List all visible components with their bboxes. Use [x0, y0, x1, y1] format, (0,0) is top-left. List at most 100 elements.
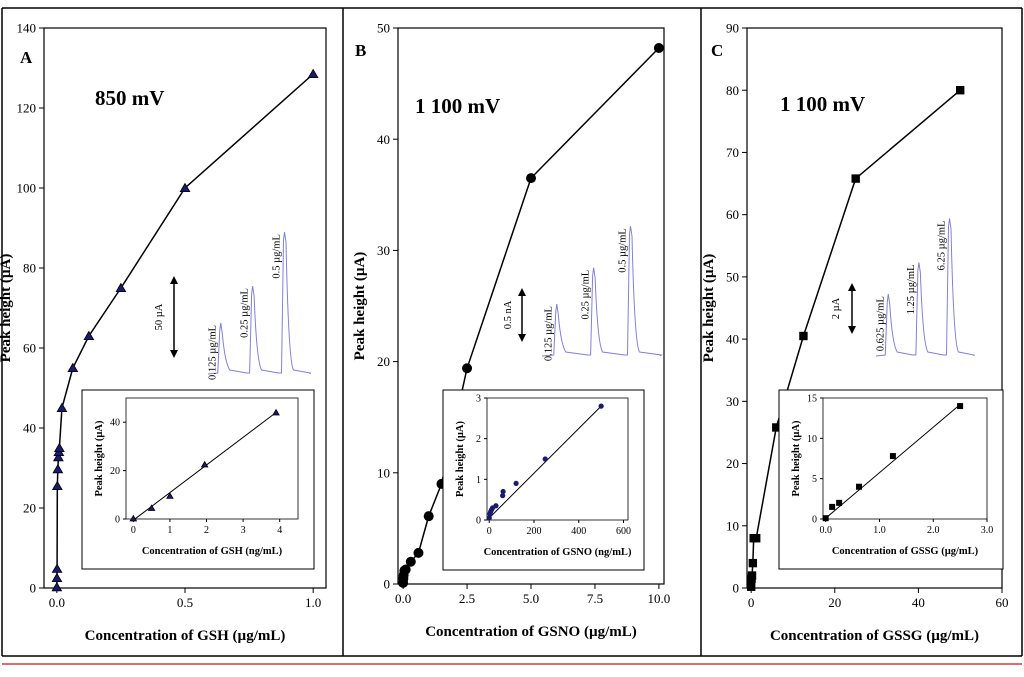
panel-c-inset-point	[889, 453, 896, 460]
panel-b-main-point	[462, 363, 473, 374]
panel-c-inset-fit-line	[825, 404, 961, 519]
panel-a-main-y-tick-label: 0	[30, 581, 37, 596]
panel-a-inset-y-tick-label: 40	[110, 418, 120, 429]
panel-a-inset-x-axis-label: Concentration of GSH (ng/mL)	[142, 546, 283, 557]
panel-c-main-plot-frame	[746, 27, 1003, 589]
panel-b-inset-x-tick-label: 200	[527, 526, 542, 537]
panel-a-inset-x-tick-label: 3	[241, 525, 246, 536]
panel-a-main-point	[51, 581, 63, 592]
panel-b-main-x-tick-label: 5.0	[523, 591, 539, 606]
panel-a-main-point	[51, 480, 63, 491]
panel-c-scale-bar-arrow-up	[848, 283, 856, 291]
panel-c-inset-x-tick-label: 0.0	[819, 525, 832, 536]
panel-c-inset-y-tick-label: 10	[807, 434, 817, 445]
panel-c-letter: C	[711, 41, 723, 60]
panel-a-inset-point	[200, 460, 209, 468]
panel-b-main-y-tick-label: 20	[377, 354, 390, 369]
panel-a-inset-y-tick-label: 20	[110, 466, 120, 477]
panel-a-inset-x-tick-label: 2	[204, 525, 209, 536]
panel-b-inset-y-tick-label: 2	[476, 434, 481, 445]
panel-b-main-point	[400, 564, 411, 575]
panel-a-main-x-tick-label: 1.0	[305, 595, 321, 610]
panel-a-inset-point	[129, 514, 138, 522]
panel-c-chromatogram-label: 0.625 µg/mL	[875, 296, 886, 351]
panel-a-main-point	[51, 572, 63, 582]
panel-c-scale-bar-label: 2 µA	[831, 297, 842, 319]
panel-c-main-y-tick-label: 40	[726, 332, 739, 347]
panel-a-main-y-tick-label: 60	[23, 341, 36, 356]
panel-b-chromatogram-label: 0.5 µg/mL	[618, 228, 629, 273]
panel-b-voltage-title: 1 100 mV	[415, 94, 500, 118]
panel-b-inset-x-tick-label: 0	[487, 526, 492, 537]
panel-c-inset-plot-frame	[822, 397, 988, 520]
panel-a-scale-bar-label: 50 µA	[154, 303, 165, 330]
panel-a-main-y-tick-label: 120	[17, 101, 37, 116]
panel-b-chromatogram-trace	[541, 226, 663, 357]
panel-a-letter: A	[20, 48, 33, 67]
panel-c-inset-point	[829, 503, 836, 510]
panel-a-inset-point	[272, 408, 280, 416]
panel-a-inset-x-tick-label: 1	[167, 525, 172, 536]
panel-c-inset-box	[778, 389, 1004, 570]
panel-a-main-point	[52, 451, 64, 462]
panel-a-main-y-tick-label: 140	[17, 21, 37, 36]
panel-b-main-x-tick-label: 7.5	[587, 591, 603, 606]
panel-a-main-y-tick-label: 20	[23, 501, 36, 516]
panel-c-main-point	[799, 331, 808, 341]
panel-c-inset-point	[822, 515, 829, 522]
panel-a-main-point	[52, 463, 64, 474]
panel-b-main-y-tick-label: 40	[377, 132, 390, 147]
panel-b-inset-plot-frame	[486, 397, 629, 521]
panel-c-main-y-tick-label: 70	[726, 145, 739, 160]
panel-a-chromatogram-label: 0.25 µg/mL	[240, 288, 251, 338]
panel-c-main-point	[748, 558, 758, 568]
panel-a-main-point	[307, 68, 319, 78]
panel-c-inset-point	[856, 483, 863, 490]
panel-a-main-x-tick-label: 0.5	[177, 595, 193, 610]
panel-b-chromatogram-label: 0.125 µg/mL	[544, 306, 555, 361]
panel-b-main-x-tick-label: 2.5	[459, 591, 475, 606]
panel-b-inset-fit-line	[488, 405, 602, 519]
panel-b-letter: B	[355, 41, 366, 60]
panel-a-voltage-title: 850 mV	[95, 86, 164, 110]
panel-a-main-point	[56, 402, 68, 413]
panel-b-inset-x-tick-label: 600	[616, 526, 631, 537]
panel-b-inset-point	[493, 503, 499, 509]
panel-c-main-x-tick-label: 40	[912, 595, 925, 610]
panel-c-inset-x-axis-label: Concentration of GSSG (µg/mL)	[832, 546, 979, 557]
panel-a-inset-point	[147, 504, 156, 511]
panel-a-inset-plot-frame	[125, 397, 299, 520]
panel-a-main-point	[83, 330, 95, 341]
panel-a-inset-x-tick-label: 0	[131, 525, 136, 536]
panel-a-inset-box	[81, 389, 315, 570]
panel-c-main-y-tick-label: 60	[726, 207, 739, 222]
panel-b-inset-point	[542, 456, 548, 462]
panel-b-scale-bar-label: 0.5 nA	[503, 300, 514, 329]
panel-a-main-x-tick-label: 0.0	[49, 595, 65, 610]
panel-a-main-y-tick-label: 40	[23, 421, 36, 436]
panel-a-main-y-tick-label: 100	[17, 181, 37, 196]
panel-c-main-point	[851, 174, 860, 183]
panel-b-inset-y-tick-label: 3	[476, 394, 481, 405]
panel-c-main-y-tick-label: 30	[726, 394, 739, 409]
panel-b-scale-bar-arrow-up	[518, 288, 526, 296]
panel-c-inset-x-tick-label: 3.0	[981, 525, 994, 536]
panel-b-main-y-tick-label: 30	[377, 243, 390, 258]
panel-c-main-y-tick-label: 90	[726, 21, 739, 36]
panel-c-inset-y-axis-label: Peak height (µA)	[791, 420, 802, 497]
panel-b-inset-point	[500, 488, 506, 495]
panel-b-main-y-axis-label: Peak height (µA)	[352, 252, 368, 361]
panel-a-main-point	[115, 282, 127, 293]
panel-c-chromatogram-label: 1.25 µg/mL	[906, 265, 917, 315]
panel-a-scale-bar-arrow-up	[170, 276, 178, 284]
panel-c-main-point	[751, 534, 761, 543]
panel-b-inset-point	[486, 515, 492, 521]
panel-b-main-y-tick-label: 0	[384, 577, 391, 592]
panel-c-main-x-axis-label: Concentration of GSSG (µg/mL)	[770, 628, 979, 644]
panel-a-chromatogram-trace	[207, 232, 312, 375]
panel-a-main-x-axis-label: Concentration of GSH (µg/mL)	[85, 628, 286, 644]
panel-b-main-point	[413, 547, 424, 558]
